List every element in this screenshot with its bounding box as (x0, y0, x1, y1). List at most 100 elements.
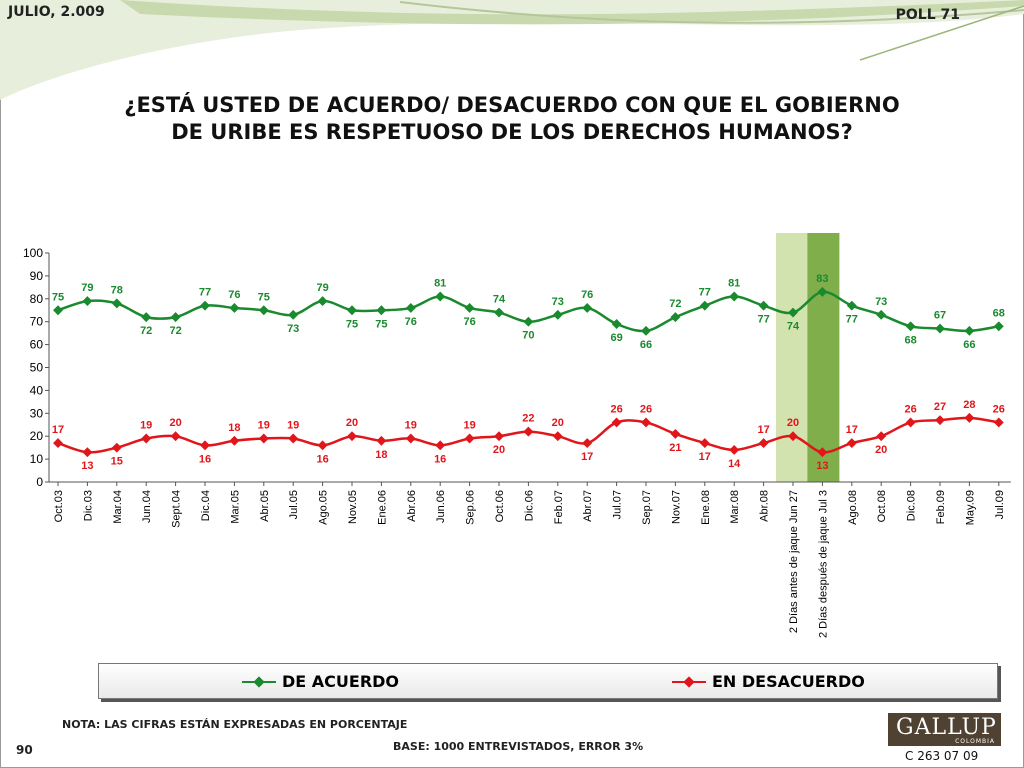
data-label: 26 (640, 403, 652, 415)
data-label: 73 (875, 296, 887, 308)
data-point (170, 431, 181, 442)
x-tick-label: Dic.03 (82, 490, 94, 521)
data-point (552, 309, 563, 320)
data-label: 83 (816, 273, 828, 285)
data-label: 20 (169, 417, 181, 429)
highlight-band-before (776, 233, 808, 482)
data-point (641, 325, 651, 336)
data-point (729, 291, 740, 302)
data-label: 74 (787, 321, 800, 333)
data-label: 17 (52, 424, 64, 436)
data-point (141, 312, 152, 323)
data-label: 13 (81, 460, 93, 472)
data-label: 17 (757, 424, 769, 436)
y-tick-label: 20 (30, 429, 44, 443)
data-point (435, 291, 446, 302)
data-point (993, 321, 1004, 332)
base-text: BASE: 1000 ENTREVISTADOS, ERROR 3% (393, 740, 644, 753)
data-label: 18 (375, 449, 387, 461)
data-point (611, 319, 622, 329)
note-text: NOTA: LAS CIFRAS ESTÁN EXPRESADAS EN POR… (62, 718, 408, 731)
data-point (200, 440, 210, 451)
data-point (582, 438, 593, 449)
data-point (53, 438, 63, 449)
data-point (464, 433, 475, 444)
legend-item-disagree: EN DESACUERDO (672, 672, 865, 691)
data-label: 77 (846, 314, 858, 326)
x-tick-label: Oct.03 (53, 490, 65, 522)
data-point (376, 305, 387, 316)
data-point (788, 431, 798, 442)
data-point (846, 438, 857, 449)
data-label: 26 (610, 403, 622, 415)
data-label: 15 (111, 456, 123, 468)
x-tick-label: Feb.07 (553, 490, 565, 524)
data-label: 75 (375, 318, 387, 330)
data-point (258, 433, 269, 444)
data-label: 74 (493, 294, 506, 306)
data-label: 76 (405, 316, 417, 328)
data-label: 77 (199, 287, 211, 299)
y-tick-label: 50 (30, 361, 44, 375)
data-label: 18 (228, 422, 240, 434)
data-label: 72 (669, 298, 681, 310)
data-label: 75 (52, 291, 64, 303)
data-point (82, 296, 93, 307)
y-tick-label: 80 (30, 292, 44, 306)
data-label: 68 (904, 334, 916, 346)
data-label: 20 (787, 417, 799, 429)
data-point (170, 312, 181, 323)
line-chart: 0 10 20 30 40 50 60 70 80 90 100 Oct.03 Dic.03 Mar.04… (23, 233, 1011, 638)
x-tick-label: Ago.05 (318, 490, 330, 525)
data-label: 67 (934, 310, 946, 322)
x-tick-label: May.09 (964, 490, 976, 525)
data-point (111, 298, 122, 309)
data-label: 75 (258, 291, 270, 303)
highlight-band-after (807, 233, 840, 482)
data-label: 73 (287, 323, 299, 335)
data-point (405, 433, 416, 444)
x-tick-label: Sep.06 (465, 490, 477, 525)
data-point (729, 444, 740, 455)
x-tick-label: Dic.04 (200, 490, 212, 521)
legend-label-disagree: EN DESACUERDO (712, 672, 865, 691)
y-tick-label: 0 (36, 475, 43, 489)
data-point (347, 431, 357, 442)
data-label: 19 (287, 419, 299, 431)
data-label: 79 (81, 282, 93, 294)
data-label: 16 (434, 453, 446, 465)
data-point (817, 447, 828, 458)
x-tick-label: Mar.08 (729, 490, 741, 524)
x-tick-label: Nov.07 (670, 490, 682, 524)
data-point (376, 435, 387, 446)
x-tick-label: Abr.05 (259, 490, 271, 522)
data-label: 28 (963, 399, 975, 411)
data-label: 16 (199, 453, 211, 465)
data-point (347, 305, 357, 316)
data-point (993, 417, 1004, 428)
x-tick-label: Nov.05 (347, 490, 359, 524)
data-point (405, 303, 416, 313)
x-tick-label: Feb.09 (935, 490, 947, 524)
y-tick-label: 100 (23, 246, 43, 260)
data-point (670, 428, 681, 439)
x-tick-label: Mar.04 (112, 490, 124, 524)
x-tick-label: Sept.04 (171, 490, 183, 528)
x-tick-label: Ene.08 (700, 490, 712, 525)
data-point (229, 303, 240, 313)
data-point (758, 438, 769, 449)
legend-item-agree: DE ACUERDO (242, 672, 399, 691)
data-point (641, 417, 651, 428)
data-label: 26 (993, 403, 1005, 415)
x-tick-label: Oct.06 (494, 490, 506, 522)
data-label: 17 (581, 451, 593, 463)
data-label: 81 (434, 278, 446, 290)
logo-subtext: COLOMBIA (955, 738, 995, 745)
data-label: 72 (169, 325, 181, 337)
y-tick-label: 30 (30, 406, 44, 420)
data-point (523, 426, 534, 437)
data-label: 78 (111, 284, 123, 296)
data-point (288, 433, 299, 444)
data-point (288, 309, 299, 320)
data-label: 76 (228, 289, 240, 301)
